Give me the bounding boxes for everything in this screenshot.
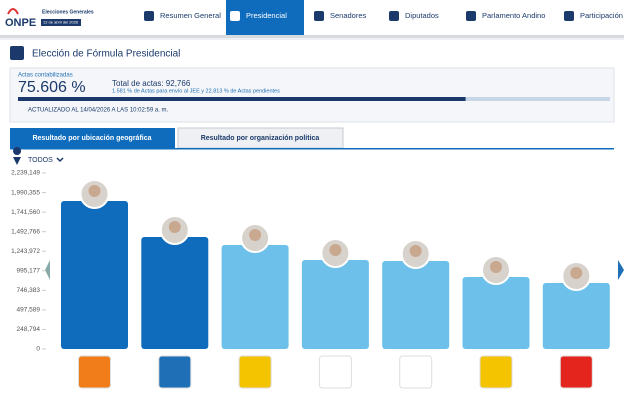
nav-icon[interactable] (314, 11, 324, 21)
bar (141, 236, 209, 349)
tab[interactable]: Resultado por organización política (201, 135, 320, 142)
nav-item[interactable]: Parlamento Andino (482, 11, 545, 20)
progress-total: Total de actas: 92,766 (112, 79, 191, 88)
header-icon (10, 46, 24, 60)
party-logo[interactable] (238, 355, 272, 389)
party-logo[interactable] (399, 355, 433, 389)
candidate-face (490, 261, 502, 274)
party-logo[interactable] (479, 355, 513, 389)
progress-note: 1.581 % de Actas para envío al JEE y 22.… (112, 88, 280, 94)
nav-item[interactable]: Presidencial (246, 11, 287, 20)
y-tick-label: 248,794 (17, 326, 41, 333)
nav-shadow (0, 35, 624, 38)
y-tick-label: 746,383 (17, 287, 41, 294)
header-title: Elección de Fórmula Presidencial (32, 49, 180, 60)
tab[interactable]: Resultado por ubicación geográfica (32, 135, 151, 142)
y-tick-label: 995,177 (17, 267, 41, 274)
candidate-face (168, 220, 181, 233)
nav-bar (0, 0, 624, 35)
y-tick-label: 0 (36, 346, 40, 353)
nav-icon[interactable] (466, 11, 476, 21)
party-logo[interactable] (318, 355, 352, 389)
nav-icon[interactable] (389, 11, 399, 21)
bar (301, 260, 369, 349)
filter-caret[interactable] (56, 157, 64, 163)
brand-date: 12 de abril del 2026 (43, 20, 79, 25)
bar (221, 245, 289, 349)
nav-icon[interactable] (564, 11, 574, 21)
bar (542, 282, 610, 349)
candidate-face (249, 229, 262, 242)
party-logo[interactable] (78, 355, 111, 389)
filter[interactable]: TODOS (28, 157, 53, 164)
bar (382, 260, 450, 349)
tab-line (10, 148, 614, 150)
y-tick-label: 1,990,355 (11, 189, 40, 196)
prev-arrow[interactable] (45, 260, 50, 280)
y-tick-label: 1,492,766 (11, 228, 40, 235)
tab-active[interactable] (10, 128, 175, 148)
nav-item[interactable]: Senadores (330, 11, 367, 20)
location-icon (13, 147, 22, 165)
party-logo[interactable] (158, 355, 192, 389)
brand-sub: Elecciones Generales (42, 9, 94, 15)
y-tick-label: 2,239,149 (11, 170, 40, 177)
nav-item[interactable]: Resumen General (160, 11, 221, 20)
y-tick-label: 497,589 (17, 307, 41, 314)
party-logo[interactable] (559, 355, 593, 389)
candidate-face (570, 266, 583, 279)
bar (61, 200, 128, 349)
progress-label: Actas contabilizadas (18, 73, 73, 79)
nav-item[interactable]: Diputados (405, 11, 439, 20)
progress-updated: ACTUALIZADO AL 14/04/2026 A LAS 10:02:59… (28, 108, 169, 114)
y-tick-label: 1,741,560 (11, 209, 40, 216)
nav-item[interactable]: Participación (580, 11, 623, 20)
nav-icon[interactable] (230, 11, 240, 21)
brand-icon (7, 8, 19, 15)
progress-bar (18, 97, 466, 101)
candidate-face (329, 244, 342, 257)
next-arrow[interactable] (618, 260, 624, 280)
brand-date-bg (41, 19, 81, 26)
progress-value: 75.606 % (18, 79, 86, 96)
candidate-face (409, 244, 422, 257)
y-tick-label: 1,243,972 (11, 248, 40, 255)
bar (462, 277, 530, 349)
candidate-face (88, 184, 101, 197)
progress-panel (9, 67, 615, 123)
brand: ONPE (5, 17, 36, 29)
nav-icon[interactable] (144, 11, 154, 21)
